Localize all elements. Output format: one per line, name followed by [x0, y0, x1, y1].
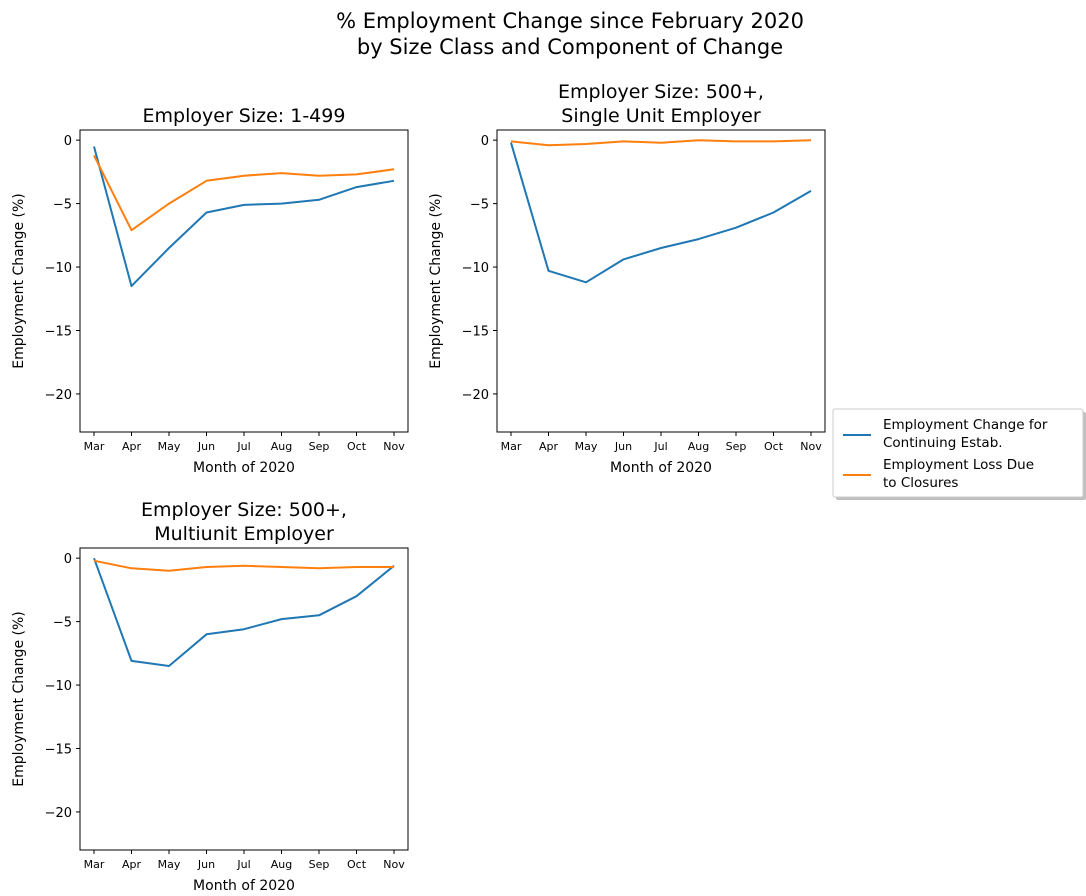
x-tick-label: Aug	[271, 858, 292, 871]
y-tick-label: −10	[45, 679, 72, 694]
legend-label: Employment Loss Due	[883, 457, 1034, 473]
subplot: Employer Size: 500+,Single Unit Employer…	[428, 81, 826, 476]
figure-title-line: % Employment Change since February 2020	[336, 9, 804, 33]
y-tick-label: −15	[462, 324, 489, 339]
y-tick-label: 0	[64, 134, 72, 149]
y-tick-label: −20	[462, 388, 489, 403]
x-tick-label: Nov	[800, 440, 822, 453]
legend-label: Continuing Estab.	[883, 435, 1003, 451]
y-tick-label: 0	[481, 134, 489, 149]
x-tick-label: Apr	[539, 440, 559, 453]
subplot-title: Single Unit Employer	[561, 105, 761, 127]
series-line-continuing	[93, 146, 395, 288]
x-tick-label: Mar	[84, 440, 105, 453]
x-tick-label: May	[158, 858, 181, 871]
x-axis-label: Month of 2020	[193, 878, 295, 894]
legend: Employment Change for Continuing Estab. Em…	[832, 408, 1086, 500]
subplot: Employer Size: 500+,Multiunit Employer 0 −…	[11, 499, 409, 894]
x-tick-label: Sep	[309, 440, 330, 453]
x-tick-label: Sep	[726, 440, 747, 453]
series-line-continuing	[93, 557, 395, 667]
subplot: Employer Size: 1-499 0 −5 −10 −15 −20 Mar Apr Ma…	[11, 105, 409, 476]
y-tick-label: −5	[470, 198, 489, 213]
y-tick-label: −15	[45, 742, 72, 757]
subplot-title: Employer Size: 1-499	[143, 105, 346, 127]
subplot-title: Multiunit Employer	[154, 523, 334, 545]
x-tick-label: Apr	[122, 858, 142, 871]
x-tick-label: Nov	[383, 440, 405, 453]
series-line-continuing	[510, 142, 812, 284]
legend-label: Employment Change for	[883, 417, 1048, 433]
x-tick-label: Nov	[383, 858, 405, 871]
x-tick-label: May	[158, 440, 181, 453]
legend-frame	[832, 408, 1084, 498]
figure-title: % Employment Change since February 2020 …	[336, 9, 804, 59]
x-axis-label: Month of 2020	[610, 460, 712, 476]
y-tick-label: −10	[45, 261, 72, 276]
x-tick-label: Jun	[614, 440, 632, 453]
x-tick-label: Aug	[271, 440, 292, 453]
plot-frame	[496, 129, 826, 433]
x-tick-label: Sep	[309, 858, 330, 871]
x-tick-label: Jul	[236, 440, 250, 453]
y-tick-label: −20	[45, 388, 72, 403]
y-axis-label: Employment Change (%)	[11, 193, 27, 368]
y-axis-label: Employment Change (%)	[428, 193, 444, 368]
x-tick-label: Mar	[501, 440, 522, 453]
x-tick-label: Aug	[688, 440, 709, 453]
x-tick-label: Oct	[347, 440, 367, 453]
x-tick-label: Oct	[764, 440, 784, 453]
x-tick-label: Jun	[197, 858, 215, 871]
x-tick-label: May	[575, 440, 598, 453]
y-tick-label: −5	[53, 616, 72, 631]
x-tick-label: Apr	[122, 440, 142, 453]
figure-title-line: by Size Class and Component of Change	[357, 35, 783, 59]
series-line-closures	[93, 559, 394, 572]
x-tick-label: Jul	[236, 858, 250, 871]
x-axis-label: Month of 2020	[193, 460, 295, 476]
subplot-title: Employer Size: 500+,	[558, 81, 764, 103]
y-tick-label: −20	[45, 806, 72, 821]
y-tick-label: −5	[53, 198, 72, 213]
subplot-title: Employer Size: 500+,	[141, 499, 347, 521]
x-tick-label: Oct	[347, 858, 367, 871]
y-tick-label: 0	[64, 552, 72, 567]
y-tick-label: −15	[45, 324, 72, 339]
x-tick-label: Mar	[84, 858, 105, 871]
legend-label: to Closures	[883, 475, 958, 491]
series-line-closures	[510, 139, 812, 147]
series-line-closures	[93, 154, 395, 232]
x-tick-label: Jul	[653, 440, 667, 453]
y-axis-label: Employment Change (%)	[11, 611, 27, 786]
x-tick-label: Jun	[197, 440, 215, 453]
y-tick-label: −10	[462, 261, 489, 276]
